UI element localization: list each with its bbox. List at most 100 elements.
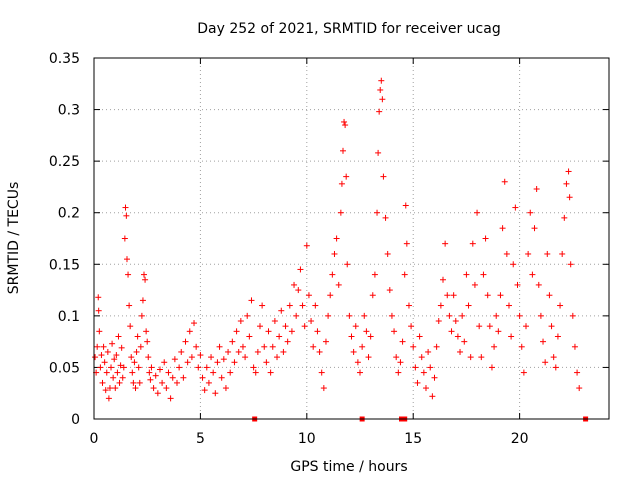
data-point — [146, 369, 153, 376]
data-point — [471, 281, 478, 288]
data-point — [463, 271, 470, 278]
data-point — [152, 372, 159, 379]
data-point — [105, 395, 112, 402]
data-point — [486, 323, 493, 330]
data-point — [252, 369, 259, 376]
data-point — [291, 281, 298, 288]
data-point — [565, 168, 572, 175]
data-point — [301, 323, 308, 330]
data-point — [395, 369, 402, 376]
data-point — [117, 362, 124, 369]
data-point — [341, 118, 348, 125]
data-point — [363, 328, 370, 335]
data-point — [503, 250, 510, 257]
data-point — [548, 323, 555, 330]
data-point — [143, 328, 150, 335]
data-point — [429, 393, 436, 400]
data-point — [518, 343, 525, 350]
data-point — [171, 356, 178, 363]
data-point — [525, 250, 532, 257]
data-point — [365, 354, 372, 361]
y-tick-label: 0.15 — [49, 257, 80, 273]
x-tick-label: 5 — [196, 431, 205, 447]
data-point — [216, 343, 223, 350]
data-point — [561, 214, 568, 221]
data-point — [567, 261, 574, 268]
data-point — [410, 343, 417, 350]
data-point — [399, 338, 406, 345]
data-point — [263, 359, 270, 366]
y-tick-label: 0.1 — [58, 309, 80, 325]
data-point — [244, 312, 251, 319]
data-point — [416, 333, 423, 340]
data-point — [186, 328, 193, 335]
data-point — [448, 328, 455, 335]
data-point — [161, 359, 168, 366]
data-point — [377, 86, 384, 93]
data-point — [113, 352, 120, 359]
data-point — [338, 180, 345, 187]
data-point — [115, 333, 122, 340]
data-point — [214, 359, 221, 366]
data-point — [327, 292, 334, 299]
data-point — [163, 385, 170, 392]
data-point — [375, 149, 382, 156]
data-point — [431, 374, 438, 381]
data-point — [133, 348, 140, 355]
data-point — [135, 364, 142, 371]
data-point — [203, 364, 210, 371]
data-point — [474, 209, 481, 216]
data-point — [123, 212, 130, 219]
data-point — [169, 374, 176, 381]
data-point — [344, 261, 351, 268]
data-point — [144, 338, 151, 345]
data-point — [293, 312, 300, 319]
data-point — [388, 312, 395, 319]
data-point — [414, 379, 421, 386]
data-point — [235, 348, 242, 355]
data-point — [225, 348, 232, 355]
data-point — [425, 348, 432, 355]
data-point — [265, 328, 272, 335]
data-point — [335, 281, 342, 288]
data-point — [128, 354, 135, 361]
data-point — [446, 312, 453, 319]
data-point — [167, 395, 174, 402]
data-point — [123, 256, 130, 263]
data-point — [333, 235, 340, 242]
data-point — [542, 359, 549, 366]
data-point — [195, 364, 202, 371]
y-tick-label: 0.25 — [49, 154, 80, 170]
data-point — [478, 354, 485, 361]
data-point — [465, 302, 472, 309]
data-point — [147, 376, 154, 383]
data-point — [571, 343, 578, 350]
data-point — [111, 356, 118, 363]
data-point — [199, 374, 206, 381]
data-point — [176, 364, 183, 371]
data-point — [480, 271, 487, 278]
data-point — [435, 318, 442, 325]
data-point — [495, 328, 502, 335]
data-point — [357, 369, 364, 376]
data-point — [422, 385, 429, 392]
data-point — [94, 343, 101, 350]
data-point — [408, 323, 415, 330]
data-point — [382, 214, 389, 221]
data-point — [231, 359, 238, 366]
data-point — [188, 354, 195, 361]
data-point — [501, 178, 508, 185]
data-point — [391, 328, 398, 335]
data-point — [314, 328, 321, 335]
data-point — [457, 348, 464, 355]
data-point — [267, 369, 274, 376]
data-point — [95, 307, 102, 314]
data-point — [508, 333, 515, 340]
data-point — [488, 364, 495, 371]
data-point — [129, 369, 136, 376]
x-axis-label: GPS time / hours — [290, 459, 407, 475]
data-point — [450, 292, 457, 299]
data-point — [461, 338, 468, 345]
data-point — [159, 379, 166, 386]
